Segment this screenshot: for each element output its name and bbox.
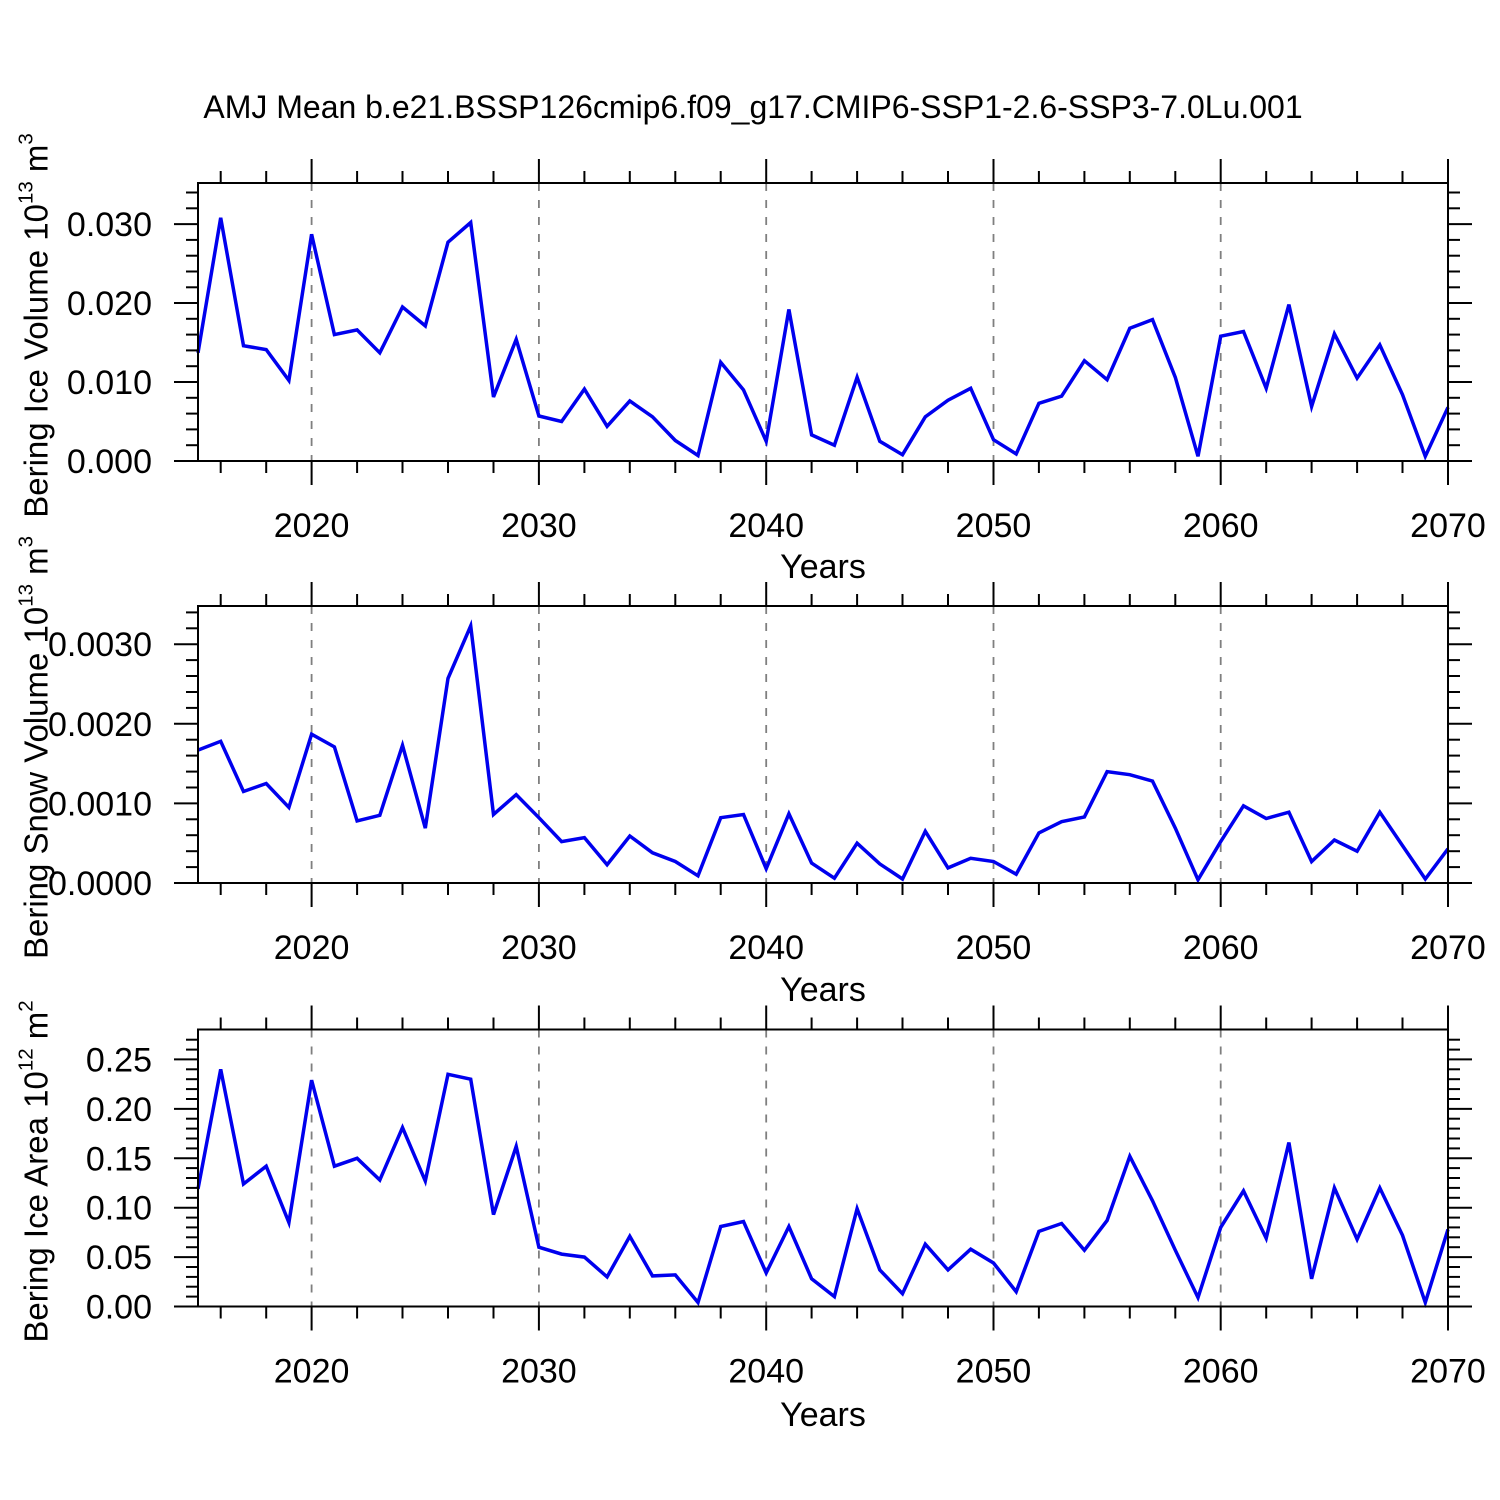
y-axis-label-ice-area: Bering Ice Area 1012 m2 — [5, 822, 62, 1500]
y-tick-label: 0.0030 — [48, 626, 152, 664]
x-axis-label-middle: Years — [780, 971, 866, 1009]
y-tick-label: 0.0020 — [48, 706, 152, 744]
y-tick-label: 0.030 — [67, 206, 152, 244]
y-tick-label: 0.020 — [67, 285, 152, 323]
x-tick-label: 2070 — [1410, 1353, 1486, 1391]
y-axis-label-unit-exponent: 2 — [14, 1000, 38, 1012]
y-axis-label-unit: m — [17, 547, 55, 585]
y-axis-label-unit-exponent: 3 — [14, 536, 38, 548]
x-tick-label: 2040 — [728, 1353, 804, 1391]
y-tick-label: 0.10 — [86, 1190, 152, 1228]
data-line — [197, 619, 1450, 884]
x-tick-label: 2020 — [274, 507, 350, 545]
x-axis-label-top: Years — [780, 548, 866, 586]
x-tick-label: 2040 — [728, 929, 804, 967]
x-tick-label: 2040 — [728, 507, 804, 545]
y-axis-label-text: Bering Ice Area 10 — [17, 1071, 55, 1343]
y-axis-label-exponent: 13 — [14, 584, 38, 607]
x-tick-label: 2020 — [274, 1353, 350, 1391]
x-tick-label: 2070 — [1410, 507, 1486, 545]
x-tick-label: 2030 — [501, 1353, 577, 1391]
y-axis-label-unit: m — [17, 144, 55, 182]
y-tick-label: 0.0000 — [48, 865, 152, 903]
x-tick-label: 2020 — [274, 929, 350, 967]
y-tick-label: 0.00 — [86, 1289, 152, 1327]
data-line — [196, 217, 1450, 461]
x-tick-label: 2060 — [1183, 1353, 1259, 1391]
y-axis-label-exponent: 12 — [14, 1048, 38, 1072]
data-line — [196, 1068, 1450, 1309]
y-axis-label-unit: m — [17, 1011, 55, 1049]
y-axis-label-unit-exponent: 3 — [14, 133, 38, 145]
x-tick-label: 2060 — [1183, 929, 1259, 967]
figure-title: AMJ Mean b.e21.BSSP126cmip6.f09_g17.CMIP… — [203, 89, 1303, 125]
y-tick-label: 0.05 — [86, 1239, 152, 1277]
y-tick-label: 0.15 — [86, 1140, 152, 1178]
plot-frame — [197, 605, 1449, 884]
x-tick-label: 2060 — [1183, 507, 1259, 545]
y-tick-label: 0.0010 — [48, 785, 152, 823]
y-tick-label: 0.010 — [67, 364, 152, 402]
x-tick-label: 2050 — [956, 1353, 1032, 1391]
y-tick-label: 0.25 — [86, 1041, 152, 1079]
x-tick-label: 2050 — [956, 929, 1032, 967]
plot-frame — [197, 182, 1449, 462]
x-axis-label-bottom: Years — [780, 1396, 866, 1434]
x-tick-label: 2030 — [501, 507, 577, 545]
y-tick-label: 0.20 — [86, 1091, 152, 1129]
x-tick-label: 2070 — [1410, 929, 1486, 967]
y-tick-label: 0.000 — [67, 443, 152, 481]
y-axis-label-exponent: 13 — [14, 181, 38, 205]
x-tick-label: 2050 — [956, 507, 1032, 545]
x-tick-label: 2030 — [501, 929, 577, 967]
